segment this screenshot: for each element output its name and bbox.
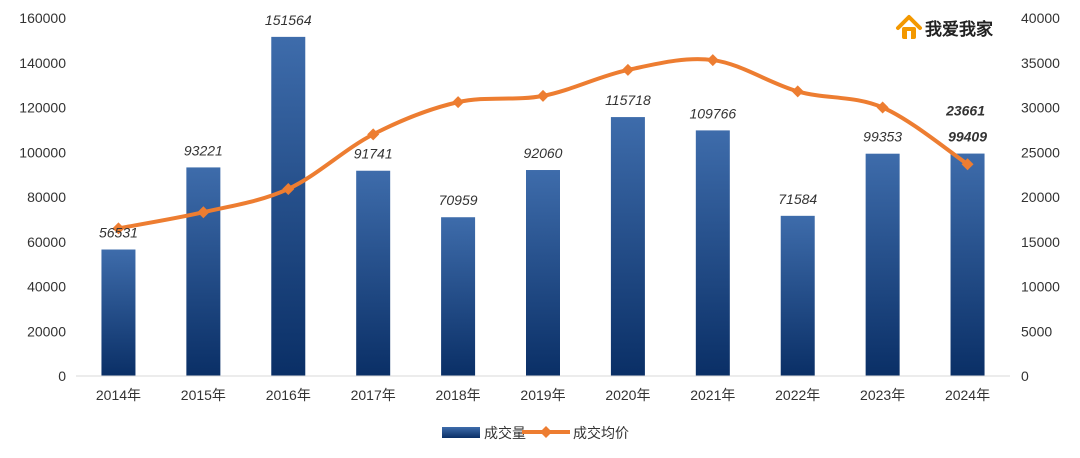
left-axis: 0 20000 40000 60000 80000 100000 120000 140000 1… xyxy=(19,10,66,384)
bar-series xyxy=(101,36,985,376)
price-marker xyxy=(537,89,549,102)
bar xyxy=(610,117,645,376)
brand-name: 我爱我家 xyxy=(925,19,993,40)
left-tick-label: 160000 xyxy=(19,10,66,26)
right-tick-label: 35000 xyxy=(1021,55,1060,71)
right-tick-label: 10000 xyxy=(1021,279,1060,295)
x-tick-label: 2024年 xyxy=(945,387,990,403)
x-axis: 2014年 2015年 2016年 2017年 2018年 2019年 2020年 2021年… xyxy=(96,387,990,403)
left-tick-label: 100000 xyxy=(19,144,66,160)
x-tick-label: 2015年 xyxy=(181,387,226,403)
x-tick-label: 2020年 xyxy=(605,387,650,403)
price-marker xyxy=(876,101,889,114)
right-tick-label: 40000 xyxy=(1021,10,1060,26)
left-tick-label: 40000 xyxy=(27,279,66,295)
right-tick-label: 20000 xyxy=(1021,189,1060,205)
legend-label-volume: 成交量 xyxy=(484,425,526,442)
x-tick-label: 2019年 xyxy=(520,387,565,403)
bar-value-label: 93221 xyxy=(184,142,223,158)
bar-value-label: 109766 xyxy=(689,105,736,121)
bar-value-label: 115718 xyxy=(605,92,651,108)
price-marker xyxy=(197,206,210,219)
bar xyxy=(695,130,730,376)
price-markers xyxy=(112,54,974,235)
bar xyxy=(865,153,900,376)
left-tick-label: 120000 xyxy=(19,100,66,116)
x-tick-label: 2018年 xyxy=(436,387,481,403)
brand: 我爱我家 xyxy=(896,15,993,40)
bar-value-label: 56531 xyxy=(99,225,138,241)
left-tick-label: 80000 xyxy=(27,189,66,205)
right-tick-label: 0 xyxy=(1021,368,1029,384)
bar xyxy=(186,167,221,376)
bar xyxy=(526,170,560,376)
bar-value-label: 70959 xyxy=(439,192,478,208)
price-marker xyxy=(706,54,719,67)
legend-label-price: 成交均价 xyxy=(573,425,629,442)
left-tick-label: 20000 xyxy=(27,323,66,339)
legend-swatch-marker xyxy=(540,426,552,438)
right-axis: 0 5000 10000 15000 20000 25000 30000 35000 40000 xyxy=(1021,10,1060,384)
bar-value-label: 151564 xyxy=(265,12,312,28)
x-tick-label: 2023年 xyxy=(860,387,905,403)
bar-labels: 56531 93221 151564 91741 70959 92060 115718 109… xyxy=(99,12,987,241)
bar xyxy=(950,153,985,376)
price-marker xyxy=(791,85,804,98)
bar-value-label: 71584 xyxy=(778,191,817,207)
x-tick-label: 2017年 xyxy=(351,387,396,403)
house-logo-icon xyxy=(896,15,922,39)
bar xyxy=(101,249,136,376)
right-tick-label: 5000 xyxy=(1021,323,1052,339)
left-tick-label: 0 xyxy=(58,368,66,384)
legend-swatch-bar xyxy=(442,427,480,438)
left-tick-label: 60000 xyxy=(27,234,66,250)
bar xyxy=(780,215,815,376)
price-marker xyxy=(961,158,974,171)
bar-value-label: 92060 xyxy=(524,145,563,161)
left-tick-label: 140000 xyxy=(19,55,66,71)
bar xyxy=(441,217,476,376)
legend: 成交量 成交均价 xyxy=(442,425,629,442)
bar xyxy=(356,170,391,376)
x-tick-label: 2014年 xyxy=(96,387,141,403)
bar-value-label: 91741 xyxy=(354,146,393,162)
price-marker xyxy=(282,182,295,195)
price-marker xyxy=(621,63,634,76)
x-tick-label: 2016年 xyxy=(266,387,311,403)
right-tick-label: 25000 xyxy=(1021,144,1060,160)
price-value-label: 23661 xyxy=(945,103,985,119)
bar xyxy=(271,36,306,376)
x-tick-label: 2021年 xyxy=(690,387,735,403)
price-marker xyxy=(367,128,380,141)
right-tick-label: 30000 xyxy=(1021,100,1060,116)
price-marker xyxy=(452,96,465,109)
bar-value-label: 99409 xyxy=(948,129,987,145)
right-tick-label: 15000 xyxy=(1021,234,1060,250)
price-marker xyxy=(112,222,125,235)
line-labels: 23661 xyxy=(945,103,985,119)
bar-value-label: 99353 xyxy=(863,129,902,145)
x-tick-label: 2022年 xyxy=(775,387,820,403)
